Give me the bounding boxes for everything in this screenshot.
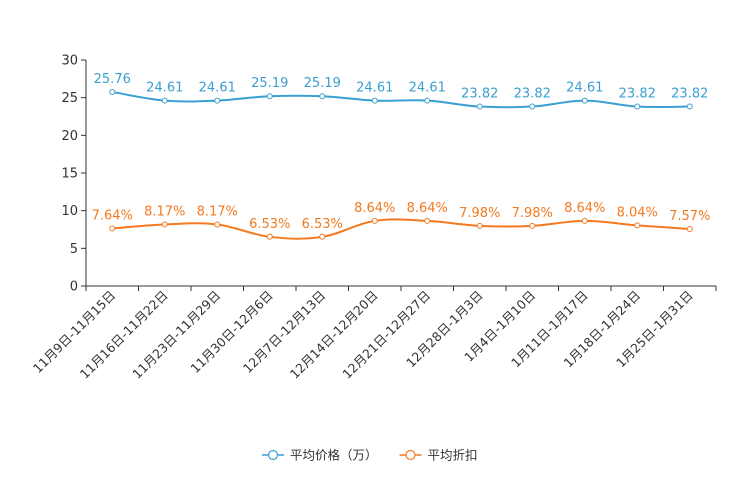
data-point <box>634 103 641 110</box>
legend-marker-icon <box>267 449 279 461</box>
legend[interactable]: 平均价格（万） 平均折扣 <box>262 448 478 463</box>
data-label: 7.98% <box>512 206 553 221</box>
data-label: 23.82 <box>619 87 656 102</box>
y-tick-label: 20 <box>61 129 78 144</box>
data-label: 6.53% <box>249 217 290 232</box>
data-point <box>581 97 588 104</box>
x-tick-label: 11月16日-11月22日 <box>77 288 171 382</box>
data-label: 7.98% <box>459 206 500 221</box>
data-point <box>424 97 431 104</box>
legend-label: 平均折扣 <box>428 448 478 463</box>
data-label: 6.53% <box>302 217 343 232</box>
legend-item-2[interactable]: 平均折扣 <box>399 448 478 463</box>
data-label: 8.04% <box>617 205 658 220</box>
data-point <box>476 103 483 110</box>
data-point <box>529 103 536 110</box>
series-1: 25.76 24.61 24.61 25.19 25.19 24.61 24.61 23.82… <box>94 72 708 110</box>
data-label: 24.61 <box>199 81 236 96</box>
y-tick-label: 10 <box>61 204 78 219</box>
x-tick-label: 11月23日-11月29日 <box>129 288 223 382</box>
data-point <box>266 93 273 100</box>
data-label: 23.82 <box>461 87 498 102</box>
data-point <box>109 88 116 95</box>
data-point <box>214 97 221 104</box>
series-layer: 25.76 24.61 24.61 25.19 25.19 24.61 24.61 23.82… <box>92 72 710 240</box>
data-label: 8.17% <box>197 204 238 219</box>
data-label: 25.19 <box>304 76 341 91</box>
data-label: 7.57% <box>669 209 710 224</box>
y-tick-label: 0 <box>70 280 78 295</box>
y-tick-label: 25 <box>61 91 78 106</box>
series-line <box>112 90 690 109</box>
data-label: 24.61 <box>566 81 603 96</box>
series-line <box>112 218 690 240</box>
x-tick-label: 12月14日-12月20日 <box>287 288 381 382</box>
data-label: 24.61 <box>409 81 446 96</box>
data-point <box>424 217 431 224</box>
legend-marker-icon <box>405 449 416 461</box>
data-point <box>529 222 536 229</box>
data-point <box>266 233 273 240</box>
data-label: 7.64% <box>92 208 133 223</box>
y-tick-label: 15 <box>61 167 78 182</box>
x-tick-label: 12月21日-12月27日 <box>339 288 433 382</box>
data-point <box>161 97 168 104</box>
data-point <box>214 221 221 228</box>
data-label: 23.82 <box>514 87 551 102</box>
data-point <box>686 103 693 110</box>
data-label: 8.17% <box>144 204 185 219</box>
data-point <box>319 233 326 240</box>
data-label: 25.19 <box>251 76 288 91</box>
y-tick-label: 5 <box>70 242 78 257</box>
data-point <box>634 222 641 229</box>
legend-label: 平均价格（万） <box>290 448 378 463</box>
series-2: 7.64% 8.17% 8.17% 6.53% 6.53% 8.64% 8.64% 7.98%… <box>92 201 710 240</box>
data-label: 8.64% <box>564 201 605 216</box>
legend-item-1[interactable]: 平均价格（万） <box>262 448 378 463</box>
data-point <box>109 225 116 232</box>
data-point <box>476 222 483 229</box>
data-point <box>581 217 588 224</box>
data-point <box>371 97 378 104</box>
data-label: 24.61 <box>356 81 393 96</box>
data-point <box>319 93 326 100</box>
data-label: 25.76 <box>94 72 131 87</box>
data-point <box>371 217 378 224</box>
y-tick-label: 30 <box>61 54 78 69</box>
data-label: 23.82 <box>671 87 708 102</box>
data-label: 8.64% <box>354 201 395 216</box>
data-point <box>161 221 168 228</box>
data-label: 24.61 <box>146 81 183 96</box>
data-point <box>686 225 693 232</box>
data-label: 8.64% <box>407 201 448 216</box>
